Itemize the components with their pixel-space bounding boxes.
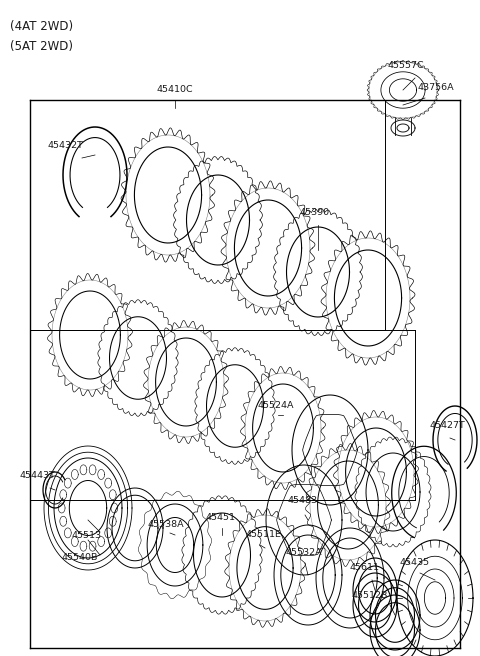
Text: 45611: 45611: [350, 563, 380, 572]
Text: 45443T: 45443T: [20, 471, 56, 480]
Text: 45538A: 45538A: [148, 520, 185, 529]
Text: 45524A: 45524A: [258, 401, 295, 410]
Text: 45427T: 45427T: [430, 421, 466, 430]
Text: 45432T: 45432T: [48, 141, 84, 150]
Text: 45435: 45435: [400, 558, 430, 567]
Text: 45511E: 45511E: [245, 530, 281, 539]
Text: 45532A: 45532A: [285, 548, 322, 557]
Text: (5AT 2WD): (5AT 2WD): [10, 40, 73, 53]
Text: 45540B: 45540B: [62, 553, 98, 562]
Text: 45513: 45513: [72, 531, 102, 540]
Text: 45557C: 45557C: [388, 61, 425, 70]
Text: 45483: 45483: [288, 496, 318, 505]
Text: 45451: 45451: [205, 513, 235, 522]
Text: 45410C: 45410C: [156, 85, 193, 94]
Text: 43756A: 43756A: [418, 83, 455, 92]
Text: (4AT 2WD): (4AT 2WD): [10, 20, 73, 33]
Text: 45512B: 45512B: [352, 591, 388, 600]
Text: 45390: 45390: [300, 208, 330, 217]
